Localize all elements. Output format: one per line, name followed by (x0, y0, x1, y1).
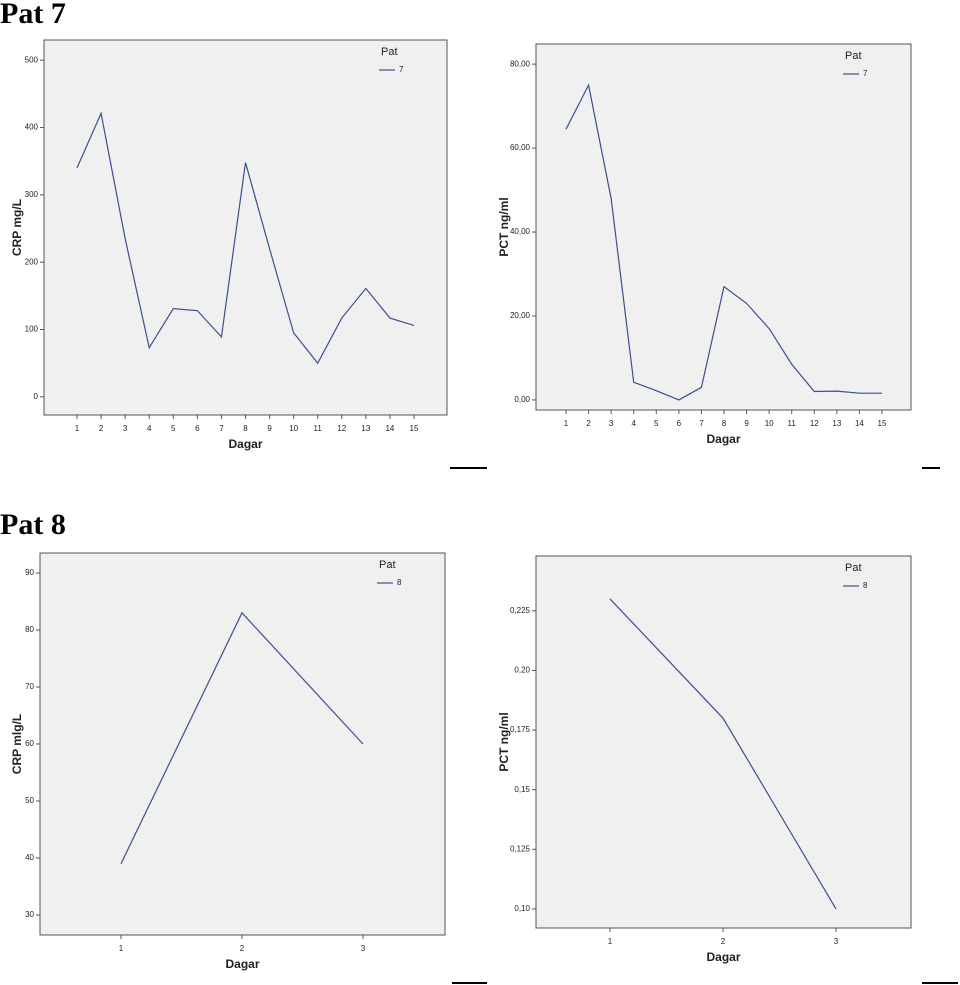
line (76, 111, 415, 365)
y-tick-label: 70 (25, 682, 34, 691)
x-tick-label: 14 (855, 419, 864, 428)
x-tick-label: 2 (586, 419, 591, 428)
x-tick-label: 13 (361, 424, 370, 433)
x-tick-label: 7 (699, 419, 704, 428)
y-tick-label: 500 (25, 55, 39, 64)
heading: Pat 7 (0, 0, 66, 30)
y-tick-label: 60 (25, 739, 34, 748)
x-tick-label: 4 (147, 424, 152, 433)
line (565, 83, 882, 401)
x-tick-label: 9 (267, 424, 272, 433)
y-tick-label: 0,15 (514, 785, 530, 794)
y-tick-label: 200 (25, 257, 39, 266)
x-tick-label: 5 (654, 419, 659, 428)
legend-label: 7 (399, 65, 404, 74)
x-tick-label: 1 (564, 419, 569, 428)
y-tick-label: 60,00 (510, 143, 531, 152)
x-tick-label: 3 (834, 937, 839, 946)
x-tick-label: 12 (810, 419, 819, 428)
x-tick-label: 5 (171, 424, 176, 433)
x-tick-label: 8 (722, 419, 727, 428)
y-axis-label: PCT ng/ml (497, 197, 511, 256)
y-tick-label: 0,00 (514, 395, 530, 404)
x-axis-label: Dagar (706, 432, 740, 446)
x-tick-label: 6 (677, 419, 682, 428)
legend-title: Pat (381, 46, 398, 58)
y-axis-label: PCT ng/ml (497, 712, 511, 771)
legend-label: 8 (863, 581, 868, 590)
x-tick-label: 2 (240, 944, 245, 953)
plot-area (43, 39, 448, 416)
x-axis-label: Dagar (228, 437, 262, 451)
y-tick-label: 40,00 (510, 227, 531, 236)
x-tick-label: 1 (75, 424, 80, 433)
plot-area (39, 552, 446, 936)
y-tick-label: 0,125 (510, 844, 531, 853)
y-axis-label: CRP mg/L (10, 199, 24, 256)
y-tick-label: 80 (25, 625, 34, 634)
x-tick-label: 3 (609, 419, 614, 428)
legend-label: 7 (863, 69, 868, 78)
y-tick-label: 0,10 (514, 904, 530, 913)
y-tick-label: 100 (25, 325, 39, 334)
y-tick-label: 0 (34, 392, 39, 401)
y-tick-label: 50 (25, 796, 34, 805)
y-tick-label: 0,20 (514, 666, 530, 675)
x-tick-label: 10 (289, 424, 298, 433)
x-tick-label: 3 (361, 944, 366, 953)
x-tick-label: 6 (195, 424, 200, 433)
legend-label: 8 (397, 578, 402, 587)
x-axis-label: Dagar (225, 957, 259, 971)
x-tick-label: 2 (721, 937, 726, 946)
x-tick-label: 11 (788, 419, 797, 428)
y-tick-label: 0,175 (510, 725, 531, 734)
y-tick-label: 0,225 (510, 606, 531, 615)
plot-area (535, 43, 912, 411)
legend-title: Pat (845, 562, 862, 574)
x-tick-label: 1 (119, 944, 124, 953)
x-tick-label: 11 (314, 424, 323, 433)
x-tick-label: 4 (631, 419, 636, 428)
x-tick-label: 13 (832, 419, 841, 428)
y-tick-label: 80,00 (510, 59, 531, 68)
x-tick-label: 1 (608, 937, 613, 946)
x-tick-label: 7 (219, 424, 224, 433)
plot-area (535, 555, 912, 929)
x-axis-label: Dagar (706, 950, 740, 964)
x-tick-label: 10 (765, 419, 774, 428)
y-tick-label: 40 (25, 853, 34, 862)
heading: Pat 8 (0, 508, 66, 541)
line (120, 611, 364, 864)
x-tick-label: 9 (744, 419, 749, 428)
line (609, 598, 837, 910)
x-tick-label: 8 (243, 424, 248, 433)
x-tick-label: 14 (385, 424, 394, 433)
x-tick-label: 3 (123, 424, 128, 433)
legend-title: Pat (845, 50, 862, 62)
legend-title: Pat (379, 559, 396, 571)
x-tick-label: 12 (337, 424, 346, 433)
y-tick-label: 400 (25, 123, 39, 132)
x-tick-label: 15 (878, 419, 887, 428)
x-tick-label: 2 (99, 424, 104, 433)
y-axis-label: CRP mlg/L (10, 714, 24, 774)
x-tick-label: 15 (410, 424, 419, 433)
y-tick-label: 30 (25, 910, 34, 919)
y-tick-label: 300 (25, 190, 39, 199)
y-tick-label: 90 (25, 568, 34, 577)
y-tick-label: 20,00 (510, 311, 531, 320)
